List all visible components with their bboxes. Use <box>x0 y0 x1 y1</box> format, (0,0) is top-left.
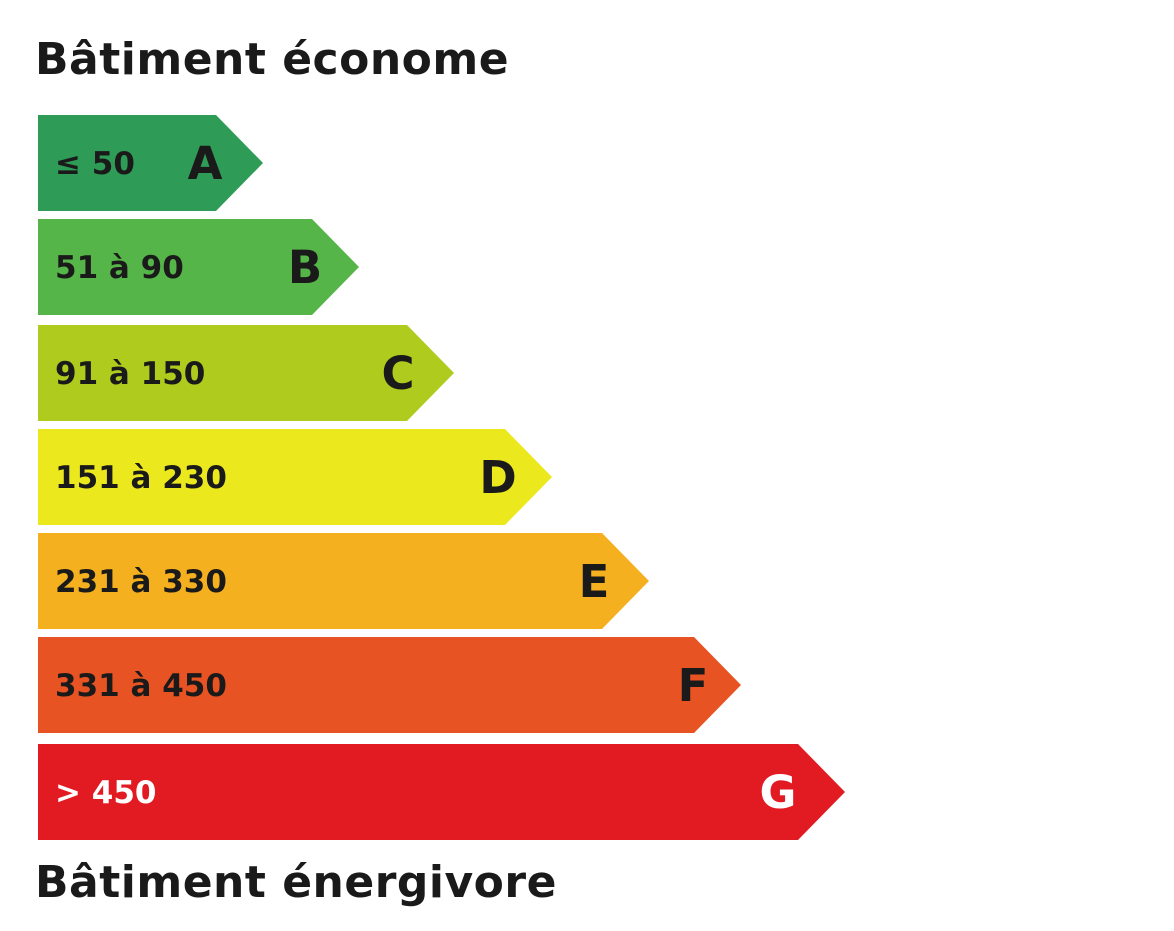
energy-class-a: ≤ 50 A <box>38 115 263 211</box>
energy-class-f-range: 331 à 450 <box>55 668 227 704</box>
energy-class-b-arrow <box>38 219 359 315</box>
energy-class-g: > 450 G <box>38 744 845 840</box>
energy-class-g-arrow <box>38 744 845 840</box>
energy-class-f: 331 à 450 F <box>38 637 741 733</box>
energy-class-d: 151 à 230 D <box>38 429 552 525</box>
heading-efficient-building: Bâtiment économe <box>35 34 510 85</box>
energy-class-a-range: ≤ 50 <box>55 146 135 182</box>
energy-class-e-range: 231 à 330 <box>55 564 227 600</box>
energy-class-b-letter: B <box>288 241 322 294</box>
energy-class-f-letter: F <box>678 659 709 712</box>
energy-class-d-arrow <box>38 429 552 525</box>
energy-class-b-range: 51 à 90 <box>55 250 184 286</box>
energy-class-e: 231 à 330 E <box>38 533 649 629</box>
heading-energy-intensive-building: Bâtiment énergivore <box>35 857 557 908</box>
energy-class-d-range: 151 à 230 <box>55 460 227 496</box>
energy-class-e-letter: E <box>579 555 610 608</box>
energy-class-g-range: > 450 <box>55 775 156 811</box>
energy-class-a-letter: A <box>188 137 223 190</box>
energy-class-f-arrow <box>38 637 741 733</box>
energy-class-c-letter: C <box>381 347 414 400</box>
energy-class-c-arrow <box>38 325 454 421</box>
energy-class-a-arrow <box>38 115 263 211</box>
energy-class-g-letter: G <box>760 766 797 819</box>
energy-class-c: 91 à 150 C <box>38 325 454 421</box>
energy-class-b: 51 à 90 B <box>38 219 359 315</box>
energy-class-d-letter: D <box>479 451 516 504</box>
energy-class-c-range: 91 à 150 <box>55 356 205 392</box>
energy-class-e-arrow <box>38 533 649 629</box>
